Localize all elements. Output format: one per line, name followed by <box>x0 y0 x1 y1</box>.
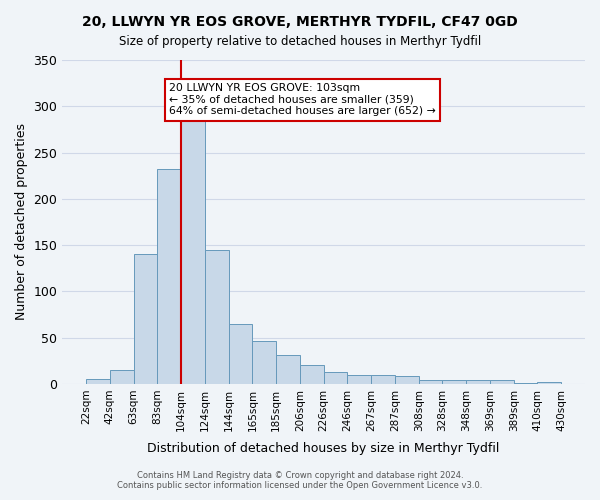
Bar <box>276 355 300 384</box>
Y-axis label: Number of detached properties: Number of detached properties <box>15 124 28 320</box>
Bar <box>229 324 253 384</box>
Bar <box>371 374 395 384</box>
Bar <box>466 380 490 384</box>
Text: 20 LLWYN YR EOS GROVE: 103sqm
← 35% of detached houses are smaller (359)
64% of : 20 LLWYN YR EOS GROVE: 103sqm ← 35% of d… <box>169 83 436 116</box>
Bar <box>157 169 181 384</box>
X-axis label: Distribution of detached houses by size in Merthyr Tydfil: Distribution of detached houses by size … <box>148 442 500 455</box>
Bar <box>514 383 538 384</box>
Bar <box>181 118 205 384</box>
Bar <box>347 374 371 384</box>
Bar <box>419 380 442 384</box>
Bar <box>538 382 561 384</box>
Bar <box>300 366 323 384</box>
Bar <box>442 380 466 384</box>
Bar <box>490 380 514 384</box>
Bar <box>86 380 110 384</box>
Bar <box>134 254 157 384</box>
Text: Size of property relative to detached houses in Merthyr Tydfil: Size of property relative to detached ho… <box>119 35 481 48</box>
Text: Contains HM Land Registry data © Crown copyright and database right 2024.
Contai: Contains HM Land Registry data © Crown c… <box>118 470 482 490</box>
Bar <box>323 372 347 384</box>
Text: 20, LLWYN YR EOS GROVE, MERTHYR TYDFIL, CF47 0GD: 20, LLWYN YR EOS GROVE, MERTHYR TYDFIL, … <box>82 15 518 29</box>
Bar <box>110 370 134 384</box>
Bar <box>253 342 276 384</box>
Bar <box>395 376 419 384</box>
Bar <box>205 250 229 384</box>
